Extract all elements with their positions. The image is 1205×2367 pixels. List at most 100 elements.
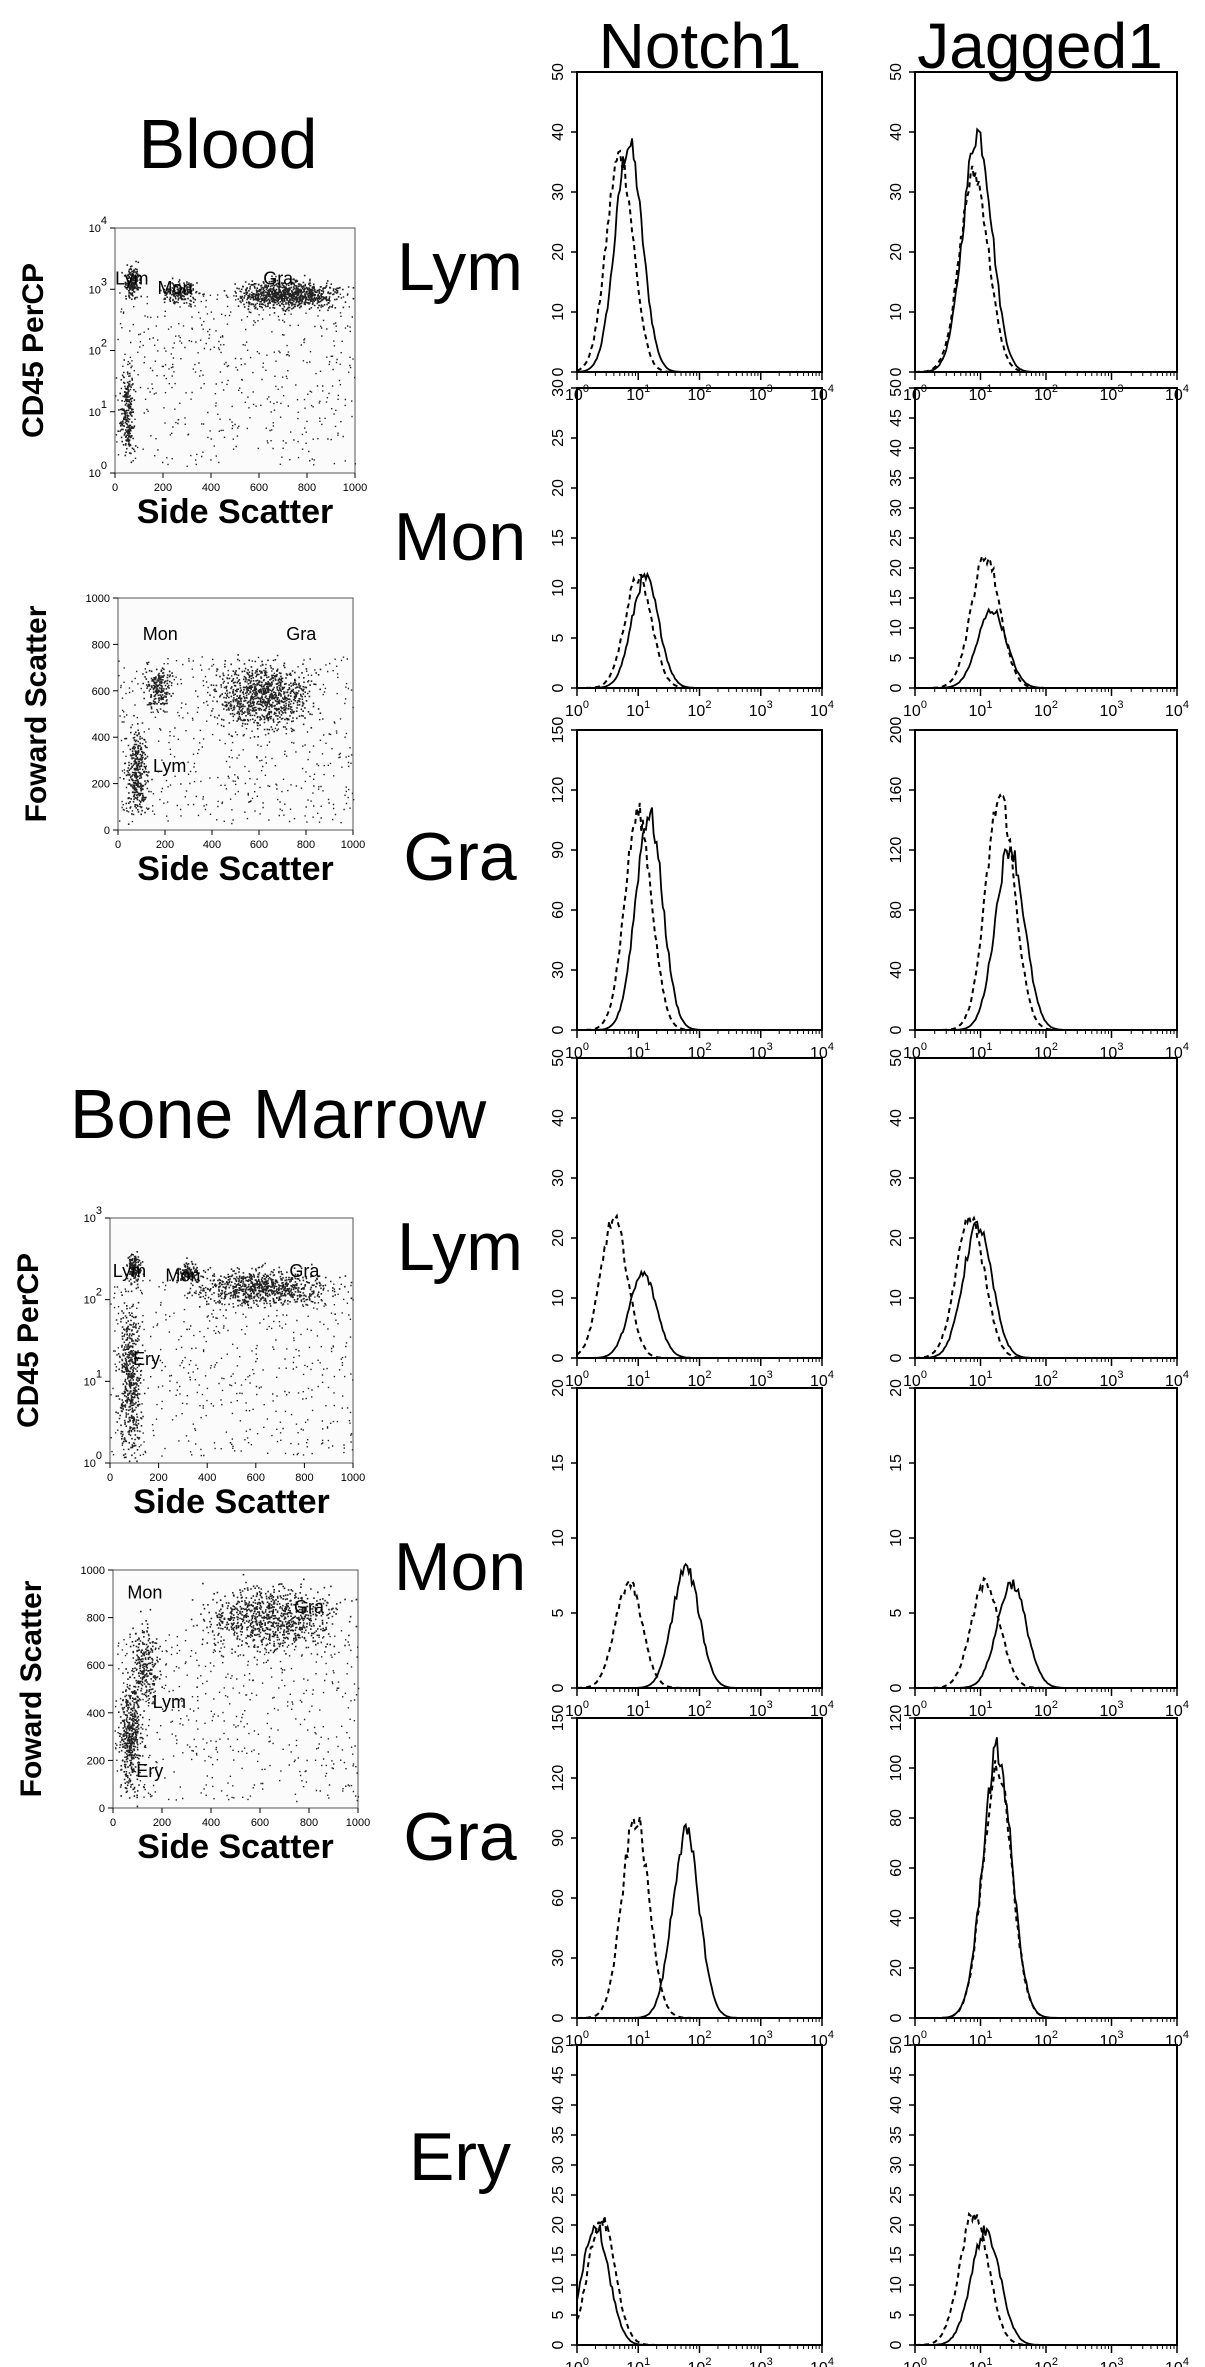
y-tick-label: 80: [888, 901, 905, 919]
y-tick-label: 35: [888, 2126, 905, 2144]
histogram-curve-dashed: [577, 1578, 822, 1689]
scatter-blood-fsc: Mon Gra Lym 0 200 400 600 800 1000 0 200 400 600 800 1…: [20, 593, 365, 888]
x-tick-label: 600: [247, 1472, 265, 1484]
x-tick-label: 104: [1165, 2356, 1189, 2367]
y-tick-label: 60: [550, 1889, 567, 1907]
histogram-curve-dashed: [915, 1215, 1177, 1359]
x-tick-label: 103: [1100, 2356, 1124, 2367]
y-tick-label: 20: [888, 1959, 905, 1977]
y-tick-label: 0: [888, 1683, 905, 1692]
column-header-notch1: Notch1: [599, 10, 802, 82]
y-tick-label: 150: [550, 1705, 567, 1732]
y-tick-label: 15: [550, 529, 567, 547]
y-tick-label: 20: [888, 2216, 905, 2234]
y-tick-label: 45: [888, 2066, 905, 2084]
y-tick-label: 50: [888, 2036, 905, 2054]
y-tick-label: 15: [550, 2246, 567, 2264]
y-tick-label: 600: [87, 1660, 105, 1672]
y-tick-label: 30: [550, 961, 567, 979]
y-tick-label: 10: [888, 1529, 905, 1547]
gate-label: Gra: [294, 1597, 325, 1617]
y-tick-label: 90: [550, 841, 567, 859]
x-tick-label: 102: [1034, 2356, 1058, 2367]
y-tick-label: 30: [888, 2156, 905, 2174]
y-tick-label: 800: [92, 639, 110, 651]
y-tick-label: 20: [888, 559, 905, 577]
gate-label: Gra: [286, 624, 317, 644]
histogram-curve-dashed: [577, 802, 822, 1031]
y-tick-label: 0: [550, 683, 567, 692]
gate-label: Lym: [153, 1692, 186, 1712]
histogram-curve-dashed: [576, 2215, 822, 2346]
y-tick-label: 0: [550, 2340, 567, 2349]
y-tick-label: 90: [550, 1829, 567, 1847]
y-tick-label: 10: [888, 303, 905, 321]
x-tick-label: 400: [203, 839, 221, 851]
histogram-curve-dashed: [915, 552, 1177, 689]
y-tick-label: 20: [550, 479, 567, 497]
gate-label: Mon: [127, 1583, 162, 1603]
x-axis-label: Side Scatter: [137, 493, 334, 531]
y-tick-label: 30: [550, 379, 567, 397]
y-tick-label: 25: [888, 2186, 905, 2204]
histogram-curve-solid: [576, 138, 822, 373]
y-tick-label: 40: [888, 1109, 905, 1127]
histogram-curve-dashed: [915, 793, 1177, 1031]
gate-label: Mon: [143, 624, 178, 644]
y-tick-label: 30: [550, 1169, 567, 1187]
x-tick-label: 101: [626, 2356, 650, 2367]
y-tick-label: 20: [888, 243, 905, 261]
y-tick-label: 60: [550, 901, 567, 919]
y-tick-label: 20: [550, 2216, 567, 2234]
y-tick-label: 30: [550, 183, 567, 201]
y-tick-label: 120: [550, 777, 567, 804]
x-tick-label: 100: [565, 2356, 589, 2367]
y-tick-label: 50: [888, 379, 905, 397]
y-tick-label: 5: [550, 2310, 567, 2319]
x-tick-label: 600: [250, 839, 268, 851]
histogram-curve-dashed: [577, 1815, 822, 2019]
y-tick-label: 5: [888, 2310, 905, 2319]
x-tick-label: 100: [903, 2356, 927, 2367]
y-tick-label: 1000: [81, 1565, 105, 1577]
x-tick-label: 102: [688, 2356, 712, 2367]
x-tick-label: 600: [251, 1817, 269, 1829]
y-tick-label: 200: [92, 779, 110, 791]
y-tick-label: 0: [104, 825, 110, 837]
y-tick-label: 50: [550, 2036, 567, 2054]
y-tick-label: 60: [888, 1859, 905, 1877]
histogram-curve-solid: [915, 845, 1177, 1031]
y-tick-label: 0: [550, 1683, 567, 1692]
y-tick-label: 0: [99, 1803, 105, 1815]
x-tick-label: 800: [295, 1472, 313, 1484]
y-tick-label: 10: [550, 579, 567, 597]
y-tick-label: 150: [550, 717, 567, 744]
y-tick-label: 40: [550, 1109, 567, 1127]
y-tick-label: 40: [550, 123, 567, 141]
y-tick-label: 10: [888, 2276, 905, 2294]
histogram-bone-marrow-ery-jagged1: 0 5 10 15 20 25 30 35 40 45 50 100 101 102 103 104: [888, 2036, 1189, 2367]
y-tick-label: 20: [888, 1229, 905, 1247]
x-tick-label: 1000: [341, 839, 365, 851]
column-header-jagged1: Jagged1: [917, 10, 1163, 82]
x-tick-label: 800: [297, 839, 315, 851]
histogram-curve-dashed: [915, 2211, 1177, 2346]
y-tick-label: 40: [888, 439, 905, 457]
histogram-curve-solid: [577, 1269, 822, 1359]
x-tick-label: 0: [110, 1817, 116, 1829]
y-tick-label: 0: [888, 1025, 905, 1034]
y-tick-label: 5: [550, 633, 567, 642]
y-tick-label: 0: [888, 2340, 905, 2349]
y-tick-label: 40: [888, 1909, 905, 1927]
y-tick-label: 120: [550, 1765, 567, 1792]
y-tick-label: 10: [888, 1289, 905, 1307]
y-axis-label: CD45 PerCP: [12, 1253, 45, 1428]
x-tick-label: 0: [112, 482, 118, 494]
y-tick-label: 30: [550, 1949, 567, 1967]
y-tick-label: 10: [550, 303, 567, 321]
histogram-curve-dashed: [577, 573, 822, 689]
y-tick-label: 10: [550, 2276, 567, 2294]
